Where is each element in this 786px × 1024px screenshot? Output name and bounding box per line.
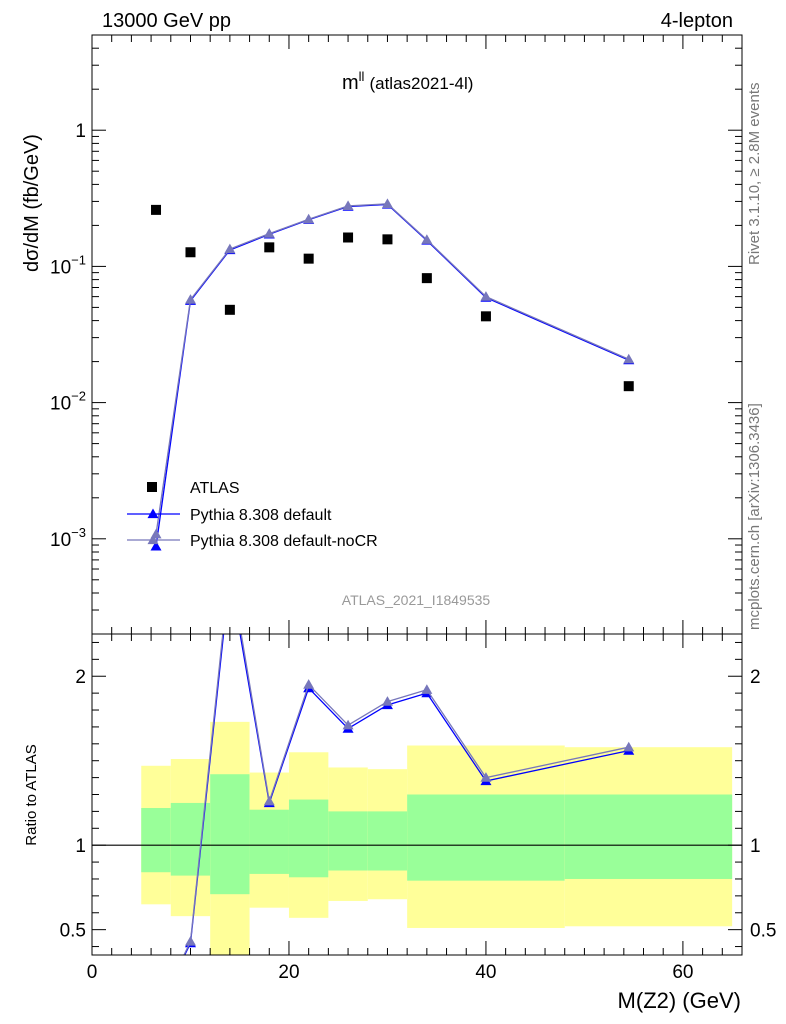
ratio-y-tick-label-right: 2 <box>750 667 761 688</box>
atlas-data-point <box>303 253 314 264</box>
pythia-nocr-point <box>184 294 196 304</box>
ratio-panel: 0.5 0.51 12 20 20 40 60 Ratio to ATLAS M(Z2) (… <box>23 633 776 1013</box>
atlas-data-point <box>480 311 491 322</box>
x-axis-label: M(Z2) (GeV) <box>618 988 741 1013</box>
atlas-data-point <box>224 304 235 315</box>
x-tick-label: 40 <box>475 962 496 983</box>
pythia-nocr-point <box>480 291 492 301</box>
ratio-y-tick-label-right: 1 <box>750 836 761 857</box>
x-tick-label: 20 <box>278 962 299 983</box>
atlas-data-point <box>623 381 634 392</box>
pythia-default-point <box>150 540 162 551</box>
rivet-version-label: Rivet 3.1.10, ≥ 2.8M events <box>746 82 763 266</box>
mcplots-reference-label: mcplots.cern.ch [arXiv:1306.3436] <box>746 403 763 630</box>
legend-marker-triangle <box>147 534 159 545</box>
ratio-y-tick-label-right: 0.5 <box>750 921 776 942</box>
pythia-nocr-point <box>381 198 393 208</box>
ratio-nocr-point <box>480 772 492 782</box>
atlas-data-point <box>343 232 354 243</box>
ratio-nocr-point <box>381 696 393 706</box>
ratio-nocr-point <box>623 741 635 752</box>
atlas-data-point <box>382 234 393 245</box>
legend-marker-triangle <box>147 508 159 519</box>
main-title-superscript: ll <box>359 69 365 84</box>
ratio-inner-band <box>328 811 368 871</box>
legend-entry-label: Pythia 8.308 default-noCR <box>190 533 378 550</box>
legend-marker-atlas <box>147 482 157 492</box>
legend-entry-label: Pythia 8.308 default <box>190 507 332 524</box>
pythia-nocr-point <box>303 213 315 224</box>
atlas-data-point <box>185 247 196 258</box>
x-tick-label: 0 <box>87 962 98 983</box>
main-y-axis-label: dσ/dM (fb/GeV) <box>21 134 43 272</box>
pythia-nocr-point <box>342 200 354 211</box>
analysis-watermark: ATLAS_2021_I1849535 <box>342 592 491 608</box>
ratio-inner-band <box>367 811 408 871</box>
ratio-nocr-point <box>184 935 196 946</box>
main-y-tick-label: 10−1 <box>50 252 86 278</box>
main-title-subtitle: (atlas2021-4l) <box>369 74 473 93</box>
pythia-nocr-point <box>263 228 275 238</box>
ratio-inner-band <box>564 794 733 879</box>
main-y-tick-label: 10−3 <box>50 525 86 551</box>
pythia-nocr-point <box>623 353 635 364</box>
ratio-inner-band <box>210 774 250 895</box>
ratio-inner-band <box>249 809 289 874</box>
ratio-y-axis-label: Ratio to ATLAS <box>23 744 40 845</box>
ratio-y-tick-label-left: 0.5 <box>60 921 86 942</box>
atlas-data-point <box>421 273 432 284</box>
x-tick-label: 60 <box>672 962 693 983</box>
header-right-label: 4-lepton <box>661 10 733 32</box>
pythia-nocr-point <box>421 234 433 244</box>
ratio-nocr-point <box>263 795 275 806</box>
header: 13000 GeV pp 4-lepton <box>102 10 733 32</box>
ratio-inner-band <box>141 808 171 873</box>
ratio-y-tick-label-left: 2 <box>75 667 86 688</box>
ratio-nocr-point <box>303 679 315 689</box>
main-panel: 1 10−1 10−2 10−3 mll (atlas2021-4l) ATLAS_20… <box>21 34 743 635</box>
legend-entry-label: ATLAS <box>190 480 240 497</box>
ratio-series-line <box>183 634 629 955</box>
ratio-y-tick-label-left: 1 <box>75 836 86 857</box>
atlas-data-point <box>151 204 162 215</box>
legend: ATLAS Pythia 8.308 default Pythia 8.308 de… <box>127 480 378 550</box>
main-title-symbol: m <box>342 72 359 94</box>
atlas-data-point <box>264 242 275 253</box>
main-y-tick-label: 1 <box>75 121 86 142</box>
main-title: mll (atlas2021-4l) <box>342 69 473 94</box>
pythia-nocr-point <box>224 243 236 254</box>
main-y-tick-label: 10−2 <box>50 389 86 415</box>
main-series-line <box>155 203 630 535</box>
ratio-nocr-point <box>342 719 354 730</box>
ratio-inner-band <box>288 799 329 878</box>
ratio-inner-band <box>407 794 565 881</box>
ratio-nocr-point <box>421 684 433 694</box>
header-left-label: 13000 GeV pp <box>102 10 231 32</box>
